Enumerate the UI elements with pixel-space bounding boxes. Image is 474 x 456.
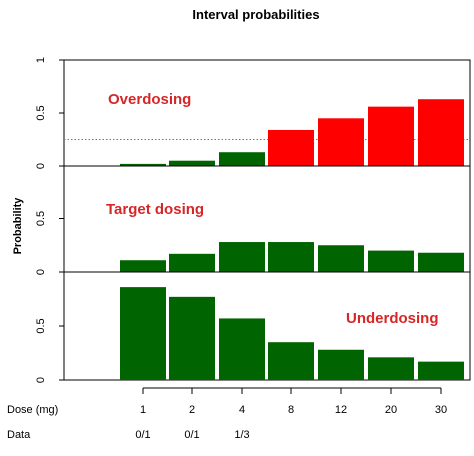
y-tick-label: 0.5 <box>35 211 47 226</box>
x-tick-label: 12 <box>335 404 347 416</box>
data-row-value: 0/1 <box>184 429 199 441</box>
panel-annotation: Overdosing <box>108 91 191 108</box>
y-tick-label: 0 <box>35 377 47 383</box>
bar-2 <box>169 160 215 166</box>
bar-30 <box>418 252 464 272</box>
y-tick-label: 0 <box>35 269 47 275</box>
bar-20 <box>368 250 414 272</box>
chart-panels: 0 0.5 1 Overdosing 0 0.5 Target dosing 0 0.5 Unde… <box>35 57 471 383</box>
bar-8 <box>268 342 314 380</box>
panel-underdosing: 0 0.5 Underdosing <box>35 271 471 383</box>
panel-overdosing: 0 0.5 1 Overdosing <box>35 57 471 169</box>
chart-title: Interval probabilities <box>192 7 319 22</box>
bar-8 <box>268 242 314 272</box>
y-tick-label: 0 <box>35 163 47 169</box>
y-tick-label: 0.5 <box>35 105 47 120</box>
x-tick-label: 30 <box>435 404 447 416</box>
bar-30 <box>418 361 464 380</box>
bar-1 <box>120 287 166 380</box>
bar-20 <box>368 106 414 166</box>
y-tick-label: 1 <box>35 57 47 63</box>
panel-target-dosing: 0 0.5 Target dosing <box>35 165 471 275</box>
bar-12 <box>318 118 364 166</box>
data-row: 0/1 0/1 1/3 <box>135 429 249 441</box>
bar-4 <box>219 242 265 272</box>
bar-12 <box>318 349 364 380</box>
bar-2 <box>169 296 215 380</box>
data-row-value: 1/3 <box>234 429 249 441</box>
data-row-value: 0/1 <box>135 429 150 441</box>
bar-2 <box>169 253 215 272</box>
bar-1 <box>120 163 166 166</box>
bar-4 <box>219 318 265 380</box>
y-tick-label: 0.5 <box>35 318 47 333</box>
bar-30 <box>418 99 464 166</box>
x-tick-label: 1 <box>140 404 146 416</box>
panel-annotation: Target dosing <box>106 201 204 218</box>
x-axis: 1 2 4 8 12 20 30 <box>140 387 447 416</box>
x-tick-label: 4 <box>239 404 245 416</box>
x-tick-label: 8 <box>288 404 294 416</box>
y-axis-label: Probability <box>12 197 24 255</box>
bar-8 <box>268 129 314 166</box>
bar-1 <box>120 260 166 272</box>
data-row-label: Data <box>7 429 31 441</box>
x-tick-label: 20 <box>385 404 397 416</box>
x-tick-label: 2 <box>189 404 195 416</box>
bar-4 <box>219 152 265 166</box>
x-axis-label: Dose (mg) <box>7 404 58 416</box>
bar-20 <box>368 357 414 380</box>
bar-12 <box>318 245 364 272</box>
panel-annotation: Underdosing <box>346 310 439 327</box>
